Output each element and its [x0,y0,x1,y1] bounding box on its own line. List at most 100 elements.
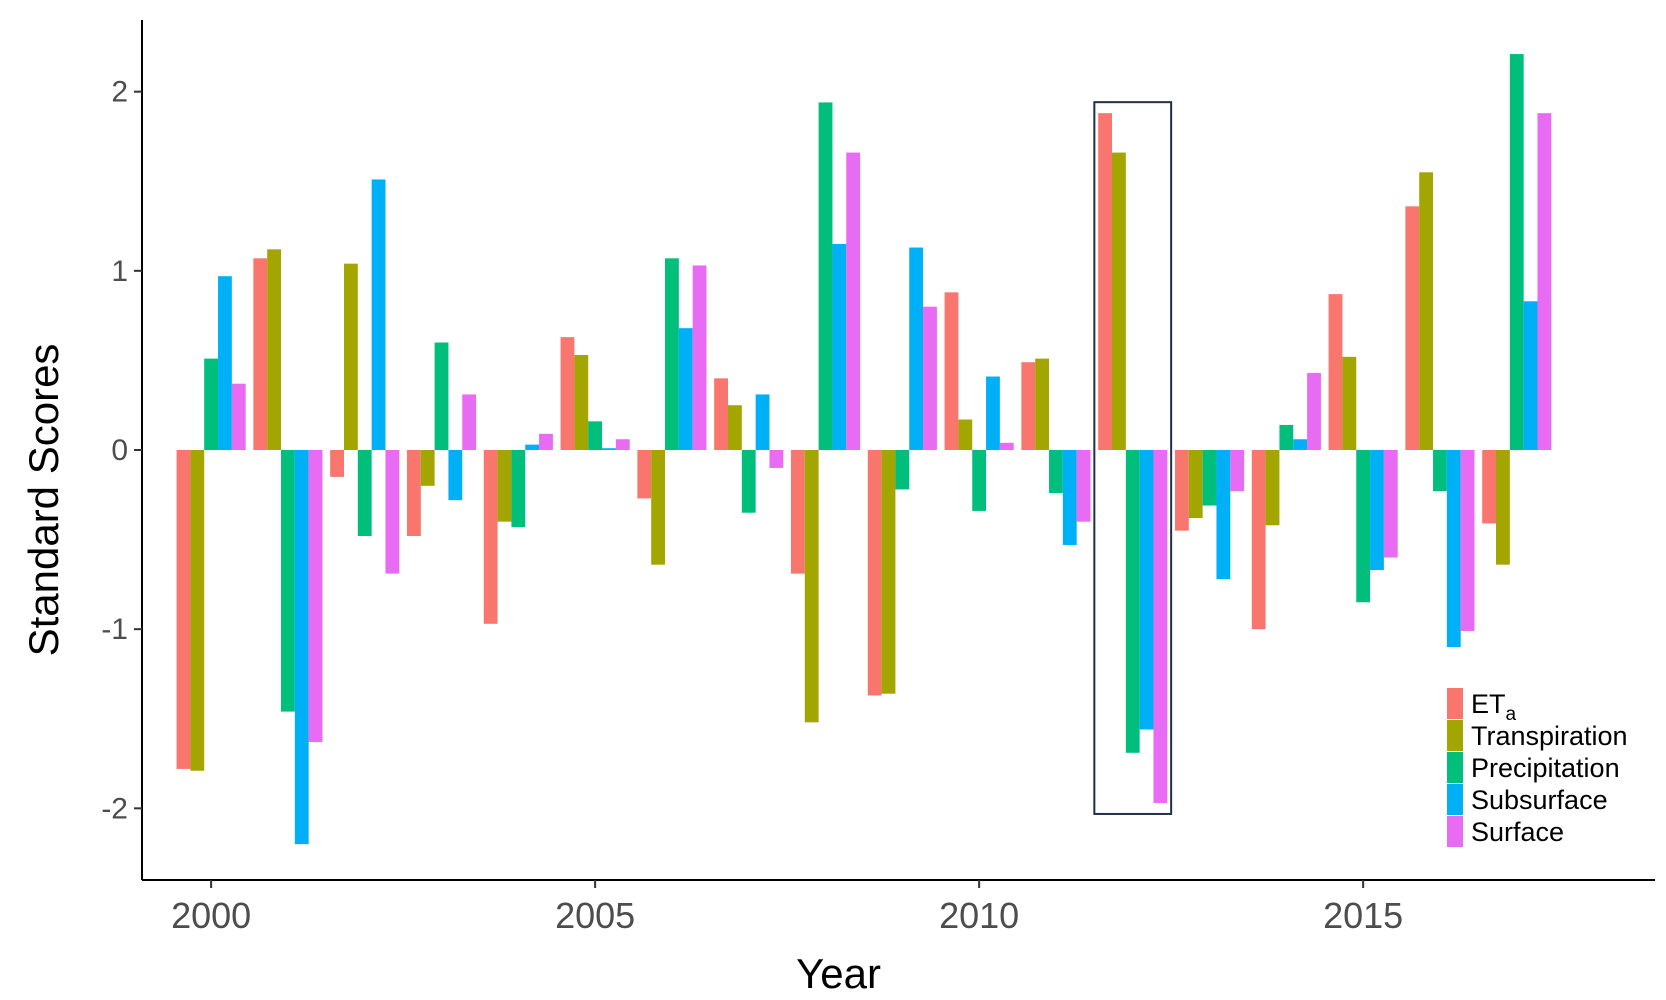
bar-transpiration-2002 [343,263,358,450]
bar-surface-2012 [1153,450,1168,803]
legend-swatch-et [1447,688,1463,719]
bar-subsurface-2013 [1216,450,1231,579]
bar-precipitation-2009 [895,450,910,490]
bar-surface-2001 [308,450,323,743]
bar-transpiration-2013 [1188,450,1203,519]
y-ticks: -2 -1 0 1 2 [101,76,142,825]
bar-surface-2004 [539,433,553,451]
bar-et-2015 [1328,294,1343,451]
bar-surface-2017 [1537,113,1552,451]
bar-et-2000 [176,450,191,769]
bar-et-2013 [1174,450,1189,531]
bar-subsurface-2009 [909,247,924,450]
legend-swatch-precipitation [1447,752,1463,783]
bar-precipitation-2014 [1279,424,1294,450]
bar-subsurface-2001 [294,450,309,845]
y-tick-label: 1 [111,255,128,288]
bars-layer [176,54,1552,845]
legend-label-subsurface: Subsurface [1471,785,1608,815]
bar-transpiration-2016 [1419,172,1434,451]
bar-surface-2016 [1460,450,1475,631]
bar-et-2002 [330,450,344,477]
bar-precipitation-2012 [1125,450,1140,753]
bar-surface-2011 [1076,450,1091,522]
legend-label-surface: Surface [1471,817,1564,847]
bar-surface-2000 [231,383,246,450]
bar-precipitation-2005 [588,421,603,450]
bar-subsurface-2000 [218,276,232,450]
bar-et-2007 [714,378,728,450]
bar-subsurface-2011 [1062,450,1077,545]
bar-et-2008 [790,450,805,574]
bar-subsurface-2014 [1293,439,1308,450]
bar-subsurface-2002 [371,179,386,450]
bar-et-2017 [1482,450,1497,524]
bar-surface-2003 [462,394,477,450]
bar-transpiration-2006 [651,450,666,565]
bar-transpiration-2001 [267,249,282,450]
bar-subsurface-2017 [1523,301,1538,450]
bar-transpiration-2014 [1265,450,1280,526]
bar-precipitation-2010 [972,450,987,511]
x-tick-label: 2000 [171,895,251,936]
bar-subsurface-2015 [1370,450,1384,571]
bar-transpiration-2010 [958,419,973,450]
x-ticks: 2000 2005 2010 2015 [171,880,1403,936]
bar-precipitation-2015 [1356,450,1371,603]
bar-et-2010 [944,292,959,450]
bar-transpiration-2009 [881,450,896,694]
y-tick-label: -1 [101,613,128,646]
bar-subsurface-2003 [448,450,463,501]
legend-label-precipitation: Precipitation [1471,753,1620,783]
legend-swatch-surface [1447,816,1463,847]
bar-precipitation-2011 [1049,450,1063,493]
bar-transpiration-2003 [420,450,435,486]
bar-transpiration-2000 [190,450,205,771]
legend-swatch-transpiration [1447,720,1463,751]
bar-surface-2015 [1383,450,1398,558]
bar-surface-2006 [692,265,707,450]
bar-transpiration-2017 [1496,450,1510,565]
bar-subsurface-2006 [678,328,693,450]
bar-subsurface-2004 [525,444,540,451]
bar-subsurface-2007 [755,394,770,450]
y-axis-title: Standard Scores [20,344,67,657]
bar-precipitation-2006 [665,258,679,450]
bar-et-2011 [1021,362,1036,450]
bar-surface-2002 [385,450,400,574]
highlight-box-2012 [1093,101,1173,815]
y-tick-label: -2 [101,792,128,825]
legend-swatch-subsurface [1447,784,1463,815]
bar-precipitation-2004 [511,450,526,528]
bar-transpiration-2011 [1035,358,1050,451]
bar-subsurface-2010 [986,376,1000,450]
bar-surface-2009 [923,306,937,450]
legend: ETaTranspirationPrecipitationSubsurfaceS… [1447,688,1628,847]
y-tick-label: 0 [111,434,128,467]
bar-precipitation-2013 [1202,450,1217,506]
bar-transpiration-2012 [1112,152,1126,450]
bar-et-2001 [253,258,268,450]
bar-et-2005 [560,337,575,451]
bar-et-2014 [1251,450,1266,630]
bar-precipitation-2017 [1509,54,1524,450]
bar-surface-2014 [1307,372,1321,450]
bar-precipitation-2001 [281,450,295,712]
bar-precipitation-2008 [818,102,833,451]
bar-et-2004 [483,450,498,624]
bar-precipitation-2003 [434,342,449,450]
bar-surface-2010 [999,442,1014,450]
bar-transpiration-2008 [804,450,819,723]
bar-transpiration-2005 [574,355,589,450]
x-tick-label: 2010 [939,895,1019,936]
bar-subsurface-2012 [1139,450,1154,730]
legend-label-transpiration: Transpiration [1471,721,1628,751]
bar-et-2009 [867,450,882,696]
bar-precipitation-2002 [357,450,372,536]
bar-surface-2013 [1230,450,1245,492]
bar-subsurface-2008 [832,243,847,450]
bar-surface-2008 [846,152,861,450]
bar-precipitation-2016 [1433,450,1447,492]
bar-et-2006 [637,450,652,499]
